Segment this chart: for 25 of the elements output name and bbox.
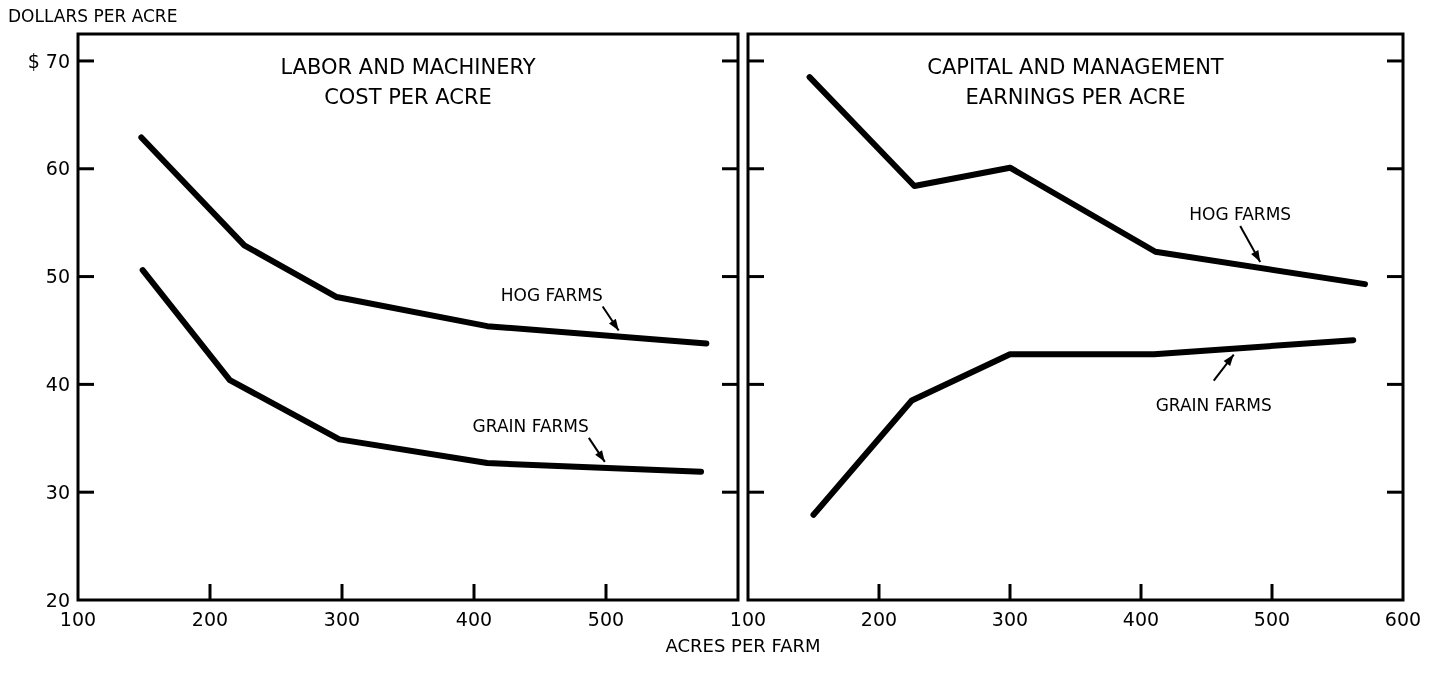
x-axis-title: ACRES PER FARM [665, 635, 821, 656]
series-label: HOG FARMS [1189, 203, 1292, 224]
x-tick-label: 100 [59, 608, 97, 630]
series-label: HOG FARMS [500, 284, 603, 305]
x-tick-label: 100 [729, 608, 767, 630]
series-label: GRAIN FARMS [472, 415, 589, 436]
y-tick-label: 30 [45, 480, 70, 503]
x-tick-label: 600 [1384, 608, 1422, 630]
y-tick-label: 40 [45, 373, 70, 396]
x-tick-label: 400 [455, 608, 493, 630]
legend-label: GRAIN FARMS [1155, 394, 1272, 415]
y-axis-title: DOLLARS PER ACRE [8, 6, 178, 26]
text: LABOR AND MACHINERY COST PER ACRE [280, 55, 536, 109]
x-tick-label: 500 [587, 608, 625, 630]
text: CAPITAL AND MANAGEMENT EARNINGS PER ACRE [927, 55, 1224, 109]
x-tick-label: 300 [991, 608, 1029, 630]
x-tick-label: 500 [1253, 608, 1291, 630]
y-tick-label: 50 [45, 265, 70, 288]
y-tick-label: 60 [45, 157, 70, 180]
x-tick-label: 200 [860, 608, 898, 630]
y-tick-label: 20 [45, 588, 70, 611]
y-tick-label: $ 70 [27, 49, 70, 72]
x-tick-label: 400 [1122, 608, 1160, 630]
x-tick-label: 200 [191, 608, 229, 630]
x-tick-label: 300 [323, 608, 361, 630]
